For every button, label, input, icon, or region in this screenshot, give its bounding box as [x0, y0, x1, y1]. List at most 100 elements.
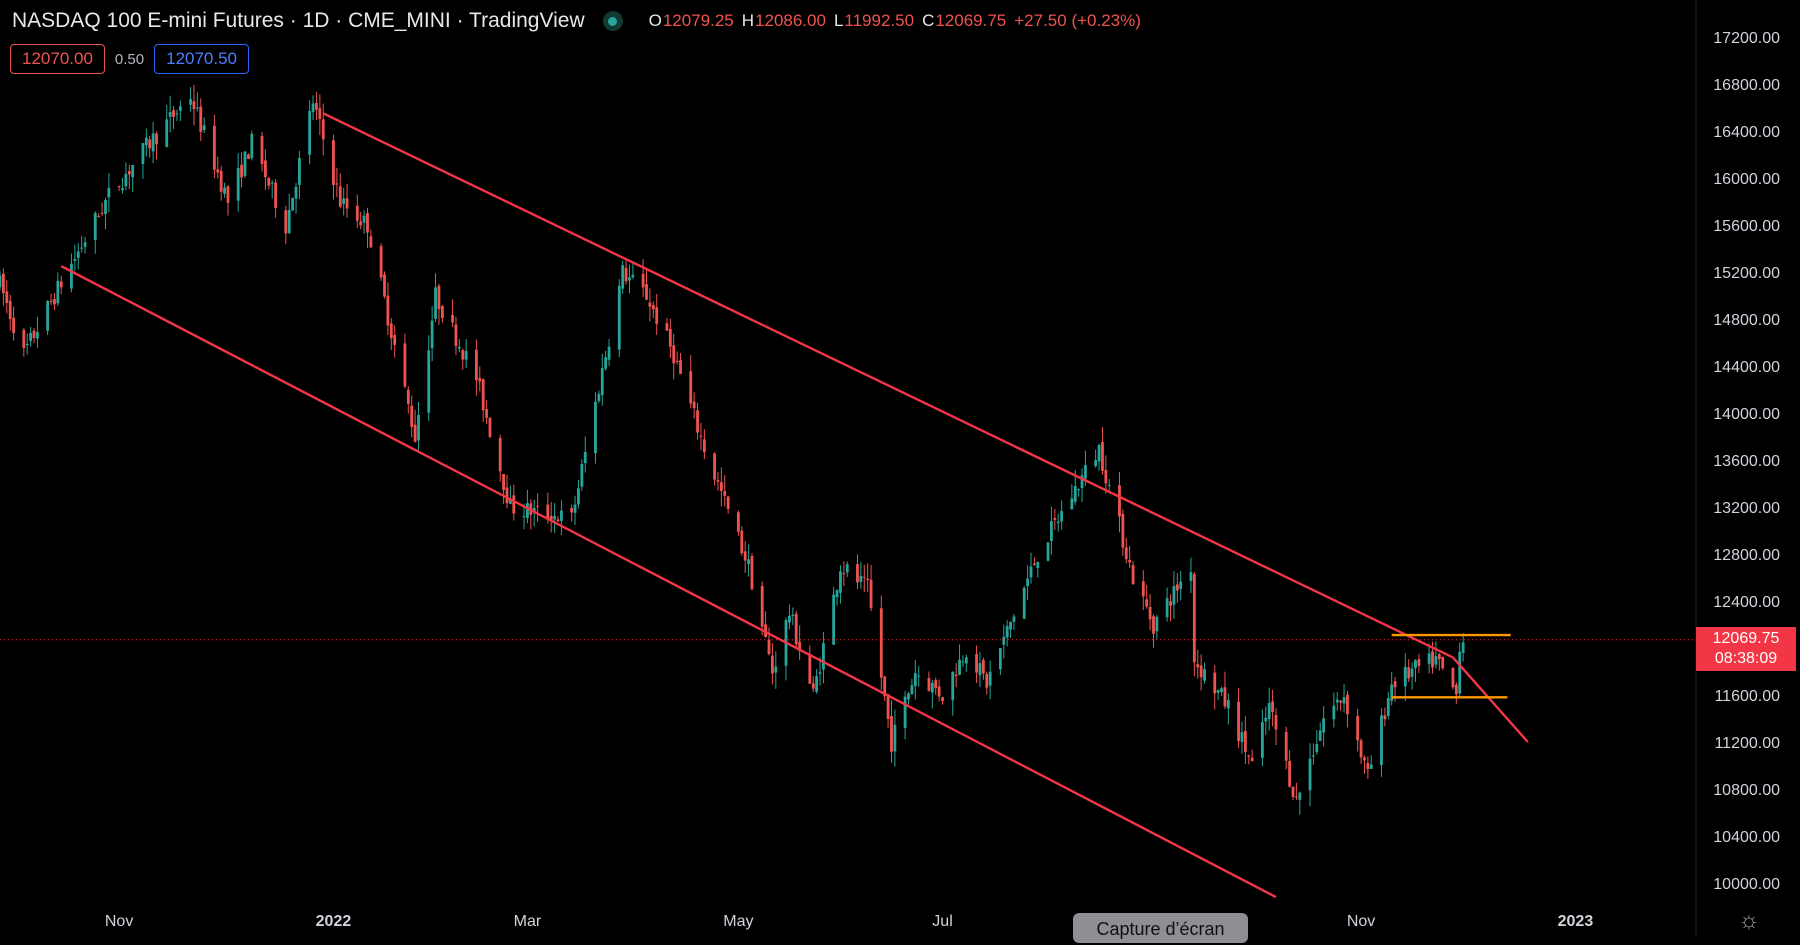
candle-down: [1033, 563, 1036, 566]
candle-down: [1454, 684, 1458, 695]
candle-down: [696, 410, 699, 433]
price-axis[interactable]: 10000.00 10400.00 10800.00 11200.00 11600.00…: [1713, 30, 1780, 893]
candle-down: [736, 512, 740, 532]
symbol-title[interactable]: NASDAQ 100 E-mini Futures · 1D · CME_MIN…: [12, 9, 585, 32]
candle-up: [83, 242, 87, 248]
candle-down: [240, 164, 243, 178]
candle-down: [1407, 667, 1411, 679]
buy-button[interactable]: 12070.50: [154, 44, 250, 74]
price-tick-label: 15600.00: [1713, 218, 1780, 235]
candle-up: [1009, 621, 1012, 630]
candle-up: [845, 564, 849, 573]
candle-up: [1060, 511, 1064, 522]
candle-up: [1386, 698, 1390, 716]
candle-up: [1107, 484, 1111, 486]
candle-down: [655, 307, 659, 324]
channel-lower-line[interactable]: [60, 265, 1277, 899]
channel-lower-extended-line[interactable]: [1452, 656, 1529, 743]
candle-up: [1046, 542, 1050, 561]
high-key: H: [741, 11, 755, 30]
candle-up: [1260, 722, 1264, 758]
candle-up: [1322, 718, 1326, 733]
candle-down: [345, 198, 349, 209]
candle-down: [155, 133, 158, 145]
candle-up: [832, 594, 836, 645]
candles[interactable]: [0, 84, 1465, 815]
candle-up: [1012, 616, 1016, 622]
candle-down: [1366, 762, 1370, 770]
candle-up: [839, 571, 842, 593]
candle-up: [93, 213, 97, 241]
candle-up: [1332, 705, 1336, 720]
candle-down: [437, 285, 441, 310]
candle-up: [1220, 688, 1223, 693]
candle-down: [440, 306, 444, 319]
candle-down: [393, 334, 397, 345]
candle-up: [1308, 758, 1312, 791]
candle-down: [1101, 442, 1104, 471]
candle-down: [645, 284, 648, 300]
open-key: O: [648, 11, 662, 30]
candle-down: [716, 480, 720, 482]
candle-down: [49, 300, 53, 302]
candle-up: [1165, 598, 1169, 618]
candle-up: [522, 516, 526, 518]
candle-up: [1097, 445, 1101, 462]
drawings[interactable]: [0, 112, 1696, 899]
candle-down: [117, 185, 121, 187]
candle-down: [726, 496, 730, 509]
candle-down: [488, 417, 492, 438]
candle-down: [1295, 796, 1298, 798]
candle-down: [702, 439, 706, 453]
candle-down: [842, 573, 846, 575]
candle-up: [893, 724, 897, 752]
market-status-icon[interactable]: [602, 11, 623, 31]
price-tick-label: 15200.00: [1713, 265, 1780, 282]
candle-up: [577, 488, 580, 505]
candle-down: [648, 302, 652, 307]
candle-up: [907, 693, 910, 700]
candle-down: [856, 564, 859, 583]
candle-down: [1121, 513, 1125, 548]
candle-up: [1080, 475, 1084, 488]
candle-down: [1437, 654, 1441, 660]
candle-down: [1141, 581, 1145, 597]
candle-up: [1094, 459, 1098, 467]
candle-down: [927, 678, 931, 691]
price-tick-label: 17200.00: [1713, 30, 1780, 47]
time-tick-label: Nov: [105, 913, 133, 930]
candle-up: [1216, 690, 1220, 693]
candle-up: [1026, 578, 1029, 586]
candle-up: [1461, 642, 1465, 654]
candle-down: [1237, 701, 1240, 742]
candle-up: [560, 510, 563, 521]
candle-down: [808, 653, 812, 684]
candle-up: [1179, 581, 1183, 589]
candle-down: [32, 330, 36, 339]
candle-up: [1298, 792, 1302, 800]
candle-down: [713, 453, 716, 480]
candle-down: [981, 660, 985, 674]
open-value: 12079.25: [662, 11, 734, 30]
candle-up: [342, 198, 346, 204]
price-tick-label: 10400.00: [1713, 829, 1780, 846]
channel-upper-line[interactable]: [322, 112, 1454, 659]
candle-down: [1175, 584, 1179, 591]
candle-down: [451, 314, 454, 323]
screenshot-toast[interactable]: Capture d’écran: [1073, 913, 1248, 943]
settings-gear-icon[interactable]: ☼: [1738, 907, 1760, 934]
sell-button[interactable]: 12070.00: [10, 44, 105, 74]
time-axis[interactable]: Nov 2022 Mar May Jul Nov 2023: [105, 913, 1593, 930]
candle-up: [294, 186, 298, 199]
candle-down: [274, 182, 278, 208]
candle-up: [917, 675, 921, 677]
candle-up: [0, 275, 2, 288]
candle-down: [338, 186, 342, 207]
candle-down: [975, 654, 978, 673]
time-tick-label: May: [723, 913, 753, 930]
candle-up: [1240, 732, 1244, 742]
candle-up: [617, 285, 621, 350]
candle-down: [332, 140, 335, 185]
candle-up: [434, 287, 437, 319]
